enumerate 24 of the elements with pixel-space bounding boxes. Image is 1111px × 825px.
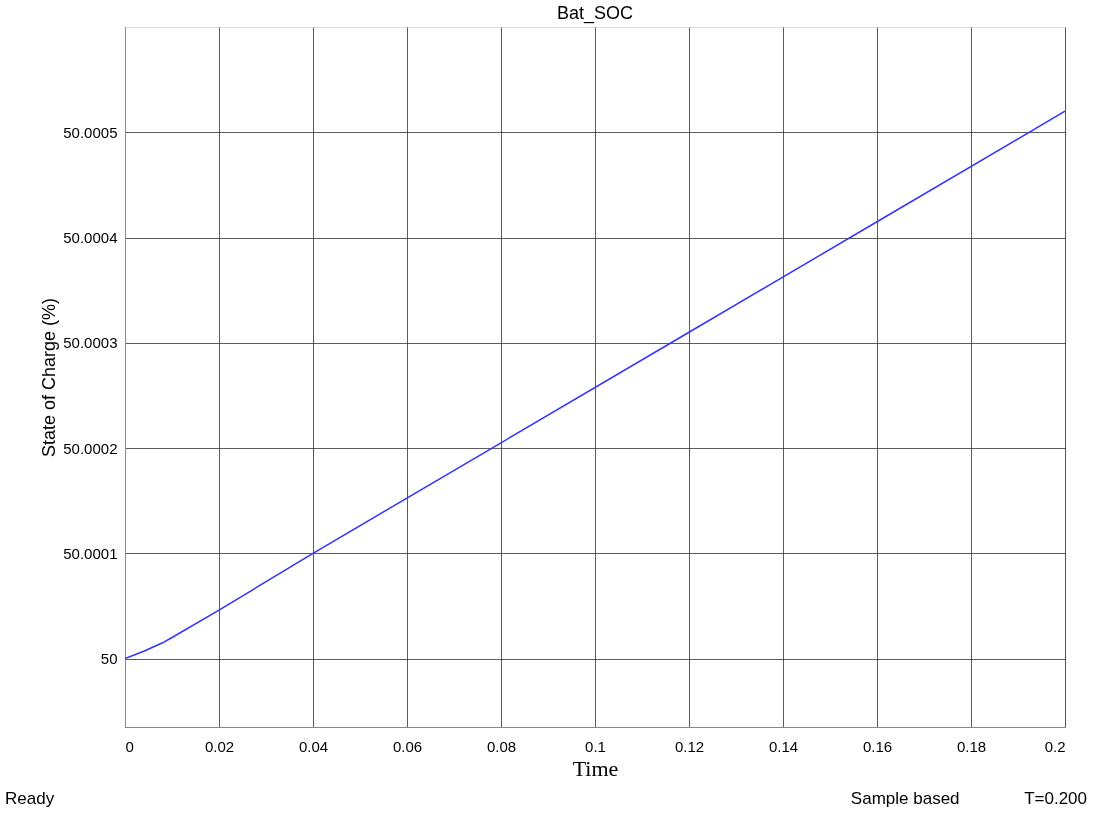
y-tick-label: 50.0001 bbox=[63, 544, 118, 562]
y-tick-label: 50 bbox=[100, 650, 118, 668]
line-series bbox=[125, 110, 1065, 660]
y-tick-label: 50.0002 bbox=[63, 439, 118, 457]
x-tick-label: 0 bbox=[125, 737, 134, 755]
x-tick-label: 0.08 bbox=[486, 737, 517, 755]
text: Ready bbox=[5, 789, 55, 808]
x-axis-title: Time bbox=[572, 755, 619, 781]
x-tick-label: 0.12 bbox=[674, 737, 705, 755]
x-tick-label: 0.1 bbox=[585, 737, 606, 755]
text: T=0.200 bbox=[1024, 789, 1088, 808]
x-tick-label: 0.16 bbox=[862, 737, 893, 755]
x-tick-label: 0.2 bbox=[1044, 737, 1066, 755]
x-tick-label: 0.04 bbox=[298, 737, 329, 755]
x-tick-label: 0.02 bbox=[204, 737, 235, 755]
y-axis-title: State of Charge (%) bbox=[39, 297, 60, 458]
y-tick-label: 50.0005 bbox=[63, 123, 118, 141]
x-tick-label: 0.14 bbox=[768, 737, 799, 755]
y-tick-label: 50.0004 bbox=[63, 229, 118, 247]
y-tick-label: 50.0003 bbox=[63, 334, 118, 352]
x-tick-label: 0.06 bbox=[392, 737, 423, 755]
text: Sample based bbox=[850, 789, 960, 808]
x-tick-label: 0.18 bbox=[956, 737, 987, 755]
chart-title: Bat_SOC bbox=[556, 3, 634, 24]
